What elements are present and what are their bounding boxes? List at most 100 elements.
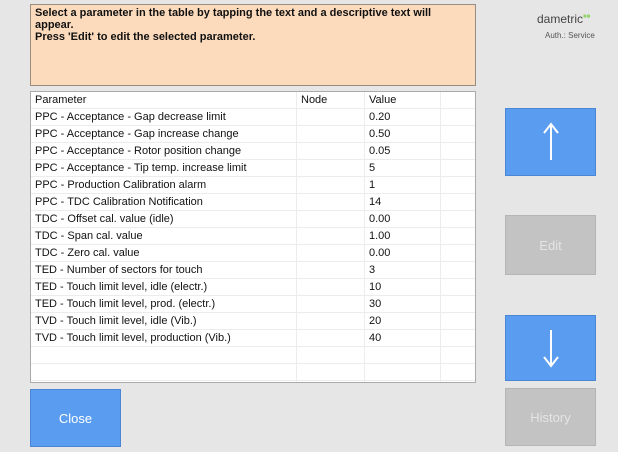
spare-cell [441, 330, 475, 347]
spare-cell [441, 245, 475, 262]
empty-row [31, 347, 475, 364]
down-arrow [542, 330, 559, 368]
spare-cell [441, 279, 475, 296]
table-row[interactable]: TED - Number of sectors for touch 3 [31, 262, 475, 279]
node-cell [297, 126, 365, 143]
scroll-down-button[interactable] [505, 315, 596, 381]
table-row[interactable]: TDC - Span cal. value 1.00 [31, 228, 475, 245]
spare-cell [441, 160, 475, 177]
spare-cell [441, 177, 475, 194]
value-cell: 0.05 [365, 143, 441, 160]
value-cell: 0.00 [365, 211, 441, 228]
spare-cell [441, 313, 475, 330]
parameter-cell: TDC - Span cal. value [31, 228, 297, 245]
table-row[interactable]: PPC - Acceptance - Tip temp. increase li… [31, 160, 475, 177]
header-cell: Parameter [31, 92, 297, 109]
parameter-cell: TED - Number of sectors for touch [31, 262, 297, 279]
spare-cell [441, 347, 475, 364]
node-cell [297, 143, 365, 160]
parameter-cell: TDC - Offset cal. value (idle) [31, 211, 297, 228]
value-cell: 5 [365, 160, 441, 177]
info-text: Press 'Edit' to edit the selected parame… [35, 31, 256, 43]
header-row: Parameter Node Value [31, 92, 475, 109]
spare-cell [441, 228, 475, 245]
value-cell: 1.00 [365, 228, 441, 245]
node-cell [297, 330, 365, 347]
table-row[interactable]: PPC - Acceptance - Gap increase change 0.… [31, 126, 475, 143]
node-cell [297, 279, 365, 296]
empty-row [31, 364, 475, 381]
value-cell: 30 [365, 296, 441, 313]
empty-row [31, 381, 475, 382]
scroll-up-button[interactable] [505, 108, 596, 176]
spare-cell [441, 296, 475, 313]
node-cell [297, 364, 365, 381]
table-row[interactable]: PPC - TDC Calibration Notification 14 [31, 194, 475, 211]
value-cell: 14 [365, 194, 441, 211]
table-row[interactable]: PPC - Acceptance - Rotor position change… [31, 143, 475, 160]
node-cell [297, 262, 365, 279]
edit-button[interactable]: Edit [505, 215, 596, 275]
parameter-table: Parameter Node Value PPC - Acceptance - Gap… [30, 91, 476, 383]
value-cell [365, 364, 441, 381]
table-row[interactable]: TDC - Offset cal. value (idle) 0.00 [31, 211, 475, 228]
value-cell [365, 347, 441, 364]
node-cell [297, 177, 365, 194]
parameter-cell: PPC - Acceptance - Tip temp. increase li… [31, 160, 297, 177]
up-arrow [542, 122, 559, 160]
spare-cell [441, 109, 475, 126]
value-cell: 40 [365, 330, 441, 347]
info-text: Select a parameter in the table by tappi… [35, 7, 432, 31]
header-cell [441, 92, 475, 109]
parameter-cell: PPC - Acceptance - Gap decrease limit [31, 109, 297, 126]
value-cell: 0.00 [365, 245, 441, 262]
node-cell [297, 194, 365, 211]
parameter-cell [31, 381, 297, 382]
parameter-cell [31, 364, 297, 381]
node-cell [297, 347, 365, 364]
table-row[interactable]: TDC - Zero cal. value 0.00 [31, 245, 475, 262]
table-row[interactable]: TED - Touch limit level, idle (electr.) 1… [31, 279, 475, 296]
table-row[interactable]: PPC - Acceptance - Gap decrease limit 0.2… [31, 109, 475, 126]
brand-text: dametric [537, 12, 584, 26]
parameter-cell: TVD - Touch limit level, idle (Vib.) [31, 313, 297, 330]
parameter-cell: TED - Touch limit level, idle (electr.) [31, 279, 297, 296]
spare-cell [441, 364, 475, 381]
node-cell [297, 296, 365, 313]
spare-cell [441, 126, 475, 143]
value-cell: 3 [365, 262, 441, 279]
node-cell [297, 160, 365, 177]
history-button[interactable]: History [505, 388, 596, 446]
node-cell [297, 313, 365, 330]
spare-cell [441, 381, 475, 382]
spare-cell [441, 262, 475, 279]
node-cell [297, 245, 365, 262]
info-box: Select a parameter in the table by tappi… [30, 4, 476, 86]
parameter-cell: PPC - TDC Calibration Notification [31, 194, 297, 211]
value-cell: 0.20 [365, 109, 441, 126]
close-button[interactable]: Close [30, 389, 121, 447]
value-cell [365, 381, 441, 382]
parameter-cell: PPC - Acceptance - Rotor position change [31, 143, 297, 160]
parameter-cell: TDC - Zero cal. value [31, 245, 297, 262]
parameter-cell: TED - Touch limit level, prod. (electr.) [31, 296, 297, 313]
table-row[interactable]: TVD - Touch limit level, idle (Vib.) 20 [31, 313, 475, 330]
table-row[interactable]: TED - Touch limit level, prod. (electr.)… [31, 296, 475, 313]
value-cell: 20 [365, 313, 441, 330]
parameter-cell: PPC - Production Calibration alarm [31, 177, 297, 194]
node-cell [297, 381, 365, 382]
table-row[interactable]: PPC - Production Calibration alarm 1 [31, 177, 475, 194]
parameter-cell [31, 347, 297, 364]
header-cell: Value [365, 92, 441, 109]
table-row[interactable]: TVD - Touch limit level, production (Vib… [31, 330, 475, 347]
brand: dametric■■ [537, 12, 590, 26]
spare-cell [441, 211, 475, 228]
spare-cell [441, 194, 475, 211]
brand-mark: ■■ [583, 14, 591, 20]
parameter-cell: TVD - Touch limit level, production (Vib… [31, 330, 297, 347]
header-cell: Node [297, 92, 365, 109]
auth-label: Auth.: Service [545, 31, 595, 40]
parameter-cell: PPC - Acceptance - Gap increase change [31, 126, 297, 143]
value-cell: 10 [365, 279, 441, 296]
